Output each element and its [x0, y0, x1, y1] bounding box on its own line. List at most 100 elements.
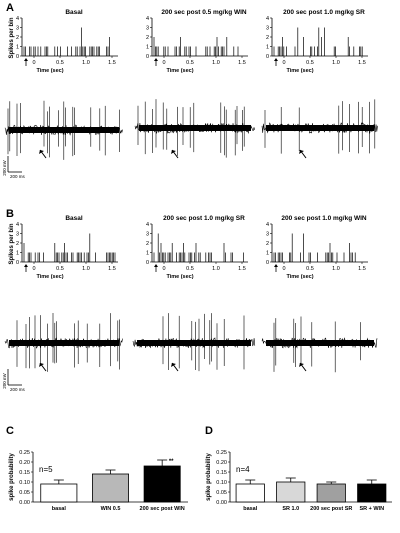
stimulus-arrow-head — [24, 264, 28, 267]
histogram-title: 200 sec post 1.0 mg/kg WIN — [281, 215, 367, 222]
histogram-x-tick-label: 0.5 — [56, 266, 64, 272]
histogram-y-tick-label: 4 — [266, 222, 269, 228]
histogram-x-tick-label: 1.0 — [82, 60, 90, 66]
histogram-x-tick-label: 1.5 — [238, 266, 246, 272]
stimulus-arrow-head — [274, 264, 278, 267]
histogram-b-1 — [20, 223, 118, 272]
histogram-y-tick-label: 4 — [266, 16, 269, 22]
stimulus-arrow-head — [274, 58, 278, 61]
scale-bar-voltage-label: 200 mV — [2, 160, 7, 176]
histogram-xlabel: Time (sec) — [36, 274, 63, 280]
panel-label-c: C — [6, 425, 14, 437]
stimulus-arrow-head — [154, 264, 158, 267]
bar-chart-bar — [92, 473, 129, 503]
histogram-x-tick-label: 0.5 — [306, 60, 314, 66]
histogram-y-tick-label: 0 — [16, 54, 19, 60]
histogram-x-tick-label: 1.5 — [108, 266, 116, 272]
trace-a-2 — [134, 99, 255, 158]
bar-chart-category-label: WIN 0.5 — [101, 506, 121, 512]
histogram-y-tick-label: 0 — [146, 54, 149, 60]
histogram-x-tick-label: 1.5 — [358, 60, 366, 66]
trace-baseline-band — [266, 125, 374, 131]
trace-b-3 — [261, 316, 378, 373]
histogram-x-tick-label: 0 — [282, 60, 285, 66]
bar-chart-category-label: SR 1.0 — [282, 506, 299, 512]
histogram-x-tick-label: 0 — [32, 60, 35, 66]
bar-chart-category-label: 200 sec post WIN — [140, 506, 185, 512]
bar-chart-y-tick-label: 0.25 — [216, 450, 227, 456]
bar-chart-y-tick-label: 0.10 — [19, 480, 30, 486]
panel-label-a: A — [6, 2, 14, 14]
trace-arrow-b-3 — [299, 362, 307, 372]
histogram-y-tick-label: 1 — [16, 45, 19, 51]
histogram-x-tick-label: 0.5 — [186, 60, 194, 66]
scale-bar-voltage-label: 200 mV — [2, 373, 7, 389]
bar-chart-y-tick-label: 0.05 — [216, 490, 227, 496]
trace-baseline-band — [9, 340, 119, 346]
trace-arrow-head — [171, 150, 176, 154]
scale-bar-time-label: 200 ms — [10, 174, 26, 179]
bar-chart-category-label: basal — [52, 506, 67, 512]
histogram-xlabel: Time (sec) — [166, 274, 193, 280]
trace-arrow-b-2 — [171, 362, 179, 372]
histogram-y-tick-label: 1 — [16, 251, 19, 257]
trace-a-1 — [4, 100, 123, 160]
scale-bar-a — [7, 156, 22, 173]
trace-arrow-a-2 — [171, 149, 179, 159]
bar-chart-d — [228, 451, 392, 503]
histogram-y-tick-label: 3 — [266, 232, 269, 238]
histogram-title: Basal — [65, 215, 83, 222]
stimulus-arrow-head — [24, 58, 28, 61]
trace-baseline-band — [266, 340, 374, 346]
histogram-ylabel-a: Spikes per bin — [9, 17, 15, 58]
histogram-y-tick-label: 0 — [16, 260, 19, 266]
trace-arrow-head — [39, 363, 44, 367]
bar-chart-y-tick-label: 0.25 — [19, 450, 30, 456]
trace-arrow-head — [39, 150, 44, 154]
scale-bar-time-label: 200 ms — [10, 387, 26, 392]
histogram-y-tick-label: 3 — [146, 232, 149, 238]
histogram-title: Basal — [65, 9, 83, 16]
histogram-y-tick-label: 1 — [266, 251, 269, 257]
histogram-x-tick-label: 0 — [282, 266, 285, 272]
histogram-x-tick-label: 0 — [162, 60, 165, 66]
histogram-y-tick-label: 1 — [146, 251, 149, 257]
histogram-y-tick-label: 3 — [16, 26, 19, 32]
bar-chart-y-tick-label: 0.20 — [216, 460, 227, 466]
histogram-x-tick-label: 1.0 — [212, 60, 220, 66]
trace-a-3 — [261, 99, 378, 154]
histogram-y-tick-label: 2 — [16, 35, 19, 41]
bar-chart-y-tick-label: 0.00 — [216, 500, 227, 506]
bar-chart-bar — [276, 481, 306, 503]
histogram-x-tick-label: 1.5 — [358, 266, 366, 272]
histogram-b-3 — [270, 223, 368, 272]
panel-label-d: D — [205, 425, 213, 437]
histogram-xlabel: Time (sec) — [166, 68, 193, 74]
histogram-x-tick-label: 1.0 — [82, 266, 90, 272]
histogram-y-tick-label: 1 — [146, 45, 149, 51]
histogram-title: 200 sec post 1.0 mg/kg SR — [163, 215, 245, 222]
bar-chart-category-label: 200 sec post SR — [310, 506, 352, 512]
trace-b-1 — [4, 313, 123, 372]
bar-chart-annotation: n=5 — [39, 465, 53, 474]
histogram-x-tick-label: 1.0 — [332, 60, 340, 66]
histogram-b-2 — [150, 223, 248, 272]
trace-arrow-head — [299, 150, 304, 154]
bar-chart-bar — [40, 483, 78, 503]
bar-chart-y-tick-label: 0.10 — [216, 480, 227, 486]
histogram-x-tick-label: 0.5 — [56, 60, 64, 66]
panel-label-b: B — [6, 208, 14, 220]
bar-chart-c — [31, 451, 188, 503]
histogram-y-tick-label: 2 — [266, 35, 269, 41]
bar-chart-ylabel: spike probability — [206, 453, 212, 501]
histogram-y-tick-label: 2 — [16, 241, 19, 247]
histogram-x-tick-label: 0 — [162, 266, 165, 272]
stimulus-arrow-head — [154, 58, 158, 61]
trace-arrow-head — [299, 363, 304, 367]
histogram-y-tick-label: 3 — [146, 26, 149, 32]
histogram-y-tick-label: 2 — [266, 241, 269, 247]
histogram-y-tick-label: 1 — [266, 45, 269, 51]
histogram-y-tick-label: 0 — [266, 54, 269, 60]
